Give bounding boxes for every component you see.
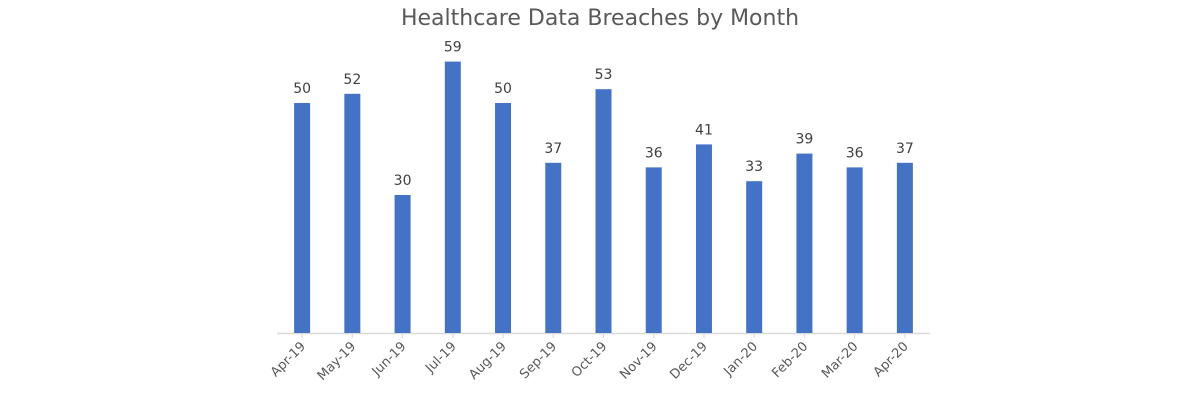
x-tick-label: Feb-20 (769, 339, 811, 381)
bar-may-19 (344, 93, 361, 333)
data-label: 39 (796, 132, 814, 148)
bar-dec-19 (695, 144, 712, 333)
data-label: 37 (544, 141, 562, 157)
data-label: 33 (745, 159, 763, 175)
x-tick-label: Apr-20 (871, 339, 912, 380)
data-label: 52 (343, 72, 361, 88)
bar-nov-19 (645, 167, 662, 333)
bar-feb-20 (796, 153, 813, 333)
bar-jan-20 (746, 181, 763, 333)
x-tick-label: Nov-19 (617, 339, 660, 382)
data-label: 36 (645, 145, 663, 161)
x-tick-label: Jun-19 (369, 339, 410, 380)
data-label: 50 (494, 81, 512, 97)
x-tick-label: Mar-20 (819, 339, 861, 381)
x-tick-label: Sep-19 (517, 339, 560, 382)
data-label: 41 (695, 122, 713, 138)
x-tick-label: Apr-19 (268, 339, 309, 380)
bar-aug-19 (495, 103, 512, 333)
data-label: 36 (846, 145, 864, 161)
x-tick-label: Jul-19 (422, 339, 459, 376)
bar-jun-19 (394, 195, 411, 333)
x-tick-label: Aug-19 (466, 339, 510, 383)
x-tick-label: Oct-19 (569, 339, 611, 381)
data-label: 50 (293, 81, 311, 97)
x-tick-label: May-19 (315, 339, 359, 383)
chart-title: Healthcare Data Breaches by Month (400, 6, 800, 31)
data-label: 37 (896, 141, 914, 157)
x-tick-label: Dec-19 (667, 339, 710, 382)
bar-apr-19 (294, 103, 311, 333)
bar-jul-19 (444, 61, 461, 333)
bar-oct-19 (595, 89, 612, 333)
data-label: 59 (444, 40, 462, 56)
bar-mar-20 (846, 167, 863, 333)
bar-apr-20 (896, 162, 913, 333)
data-label: 30 (394, 173, 412, 189)
bar-sep-19 (545, 162, 562, 333)
data-label: 53 (595, 67, 613, 83)
x-tick-label: Jan-20 (721, 339, 762, 380)
